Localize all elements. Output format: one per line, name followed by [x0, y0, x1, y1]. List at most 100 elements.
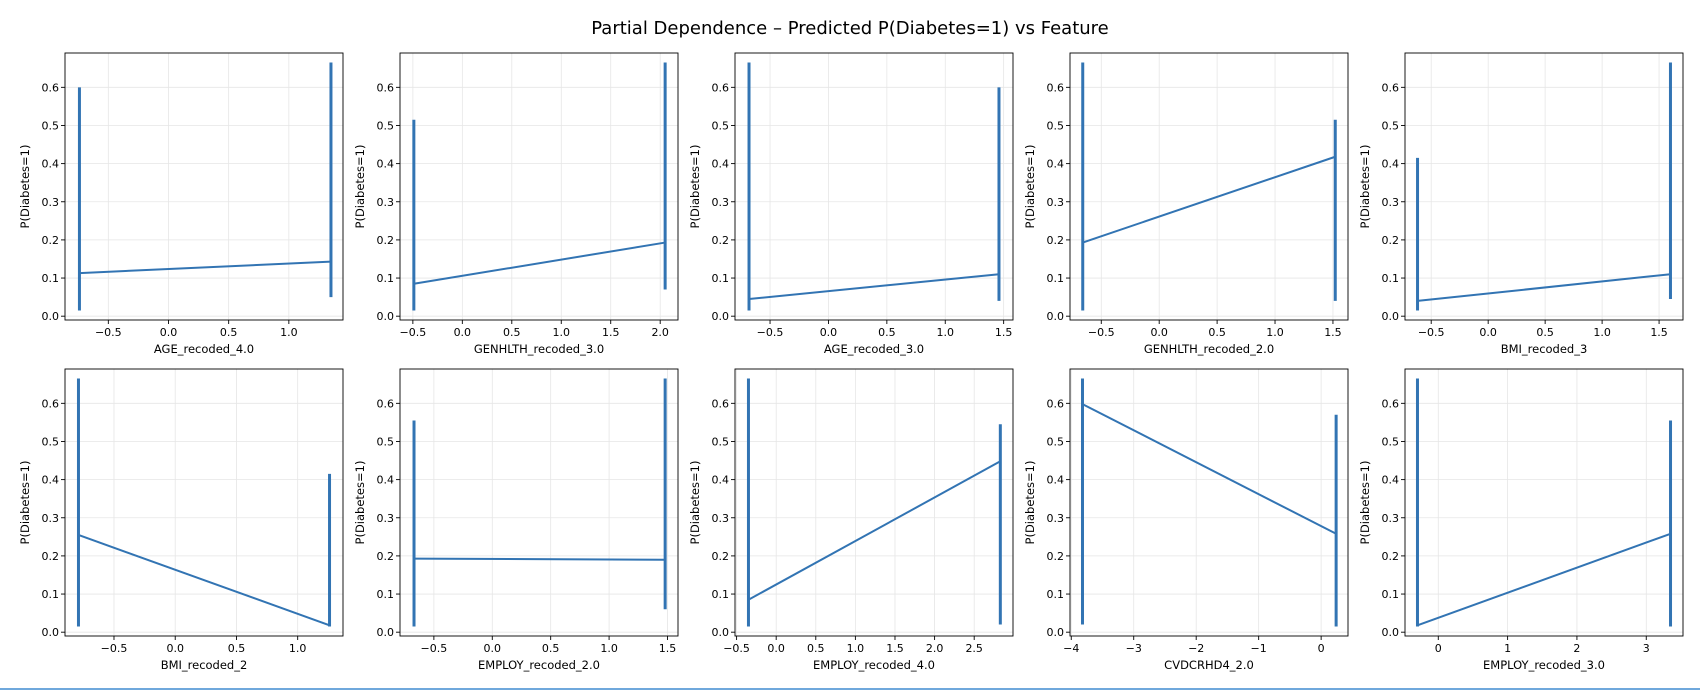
y-tick-label: 0.3 — [1382, 196, 1400, 209]
x-tick-label: −1 — [1251, 642, 1267, 655]
subplot-3: −0.5 0.0 0.5 1.0 1.5 0.0 0.1 0.2 0.3 0.4 0.5 0.6 AGE… — [688, 52, 1014, 356]
x-tick-label: 0.5 — [878, 326, 896, 339]
x-tick-label: 3 — [1643, 642, 1650, 655]
y-tick-label: 0.0 — [1382, 626, 1400, 639]
y-tick-label: 0.1 — [377, 272, 395, 285]
y-tick-label: 0.1 — [1047, 588, 1065, 601]
y-tick-label: 0.5 — [1382, 435, 1400, 448]
y-axis-label: P(Diabetes=1) — [1358, 461, 1372, 545]
x-tick-label: 1.5 — [995, 326, 1013, 339]
y-tick-label: 0.1 — [1382, 588, 1400, 601]
y-tick-label: 0.2 — [1047, 234, 1065, 247]
x-axis-label: AGE_recoded_3.0 — [824, 342, 924, 356]
y-tick-label: 0.4 — [42, 474, 60, 487]
y-tick-label: 0.1 — [712, 588, 730, 601]
x-tick-label: 0.0 — [166, 642, 184, 655]
plot-frame — [734, 368, 1014, 637]
plot-frame — [399, 52, 679, 321]
y-tick-label: 0.4 — [1047, 474, 1065, 487]
x-tick-label: 0.0 — [820, 326, 838, 339]
x-tick-label: 1.0 — [1593, 326, 1611, 339]
y-tick-label: 0.2 — [712, 550, 730, 563]
x-tick-label: 1.5 — [602, 326, 620, 339]
plot-frame — [1069, 52, 1349, 321]
x-tick-label: 1.5 — [1650, 326, 1668, 339]
pdp-line — [1417, 273, 1671, 302]
plot-frame — [1404, 368, 1684, 637]
y-tick-label: 0.6 — [712, 397, 730, 410]
x-tick-label: −4 — [1063, 642, 1079, 655]
x-axis-label: GENHLTH_recoded_3.0 — [474, 342, 604, 356]
y-tick-label: 0.4 — [712, 474, 730, 487]
y-tick-label: 0.4 — [377, 474, 395, 487]
y-tick-label: 0.3 — [1382, 512, 1400, 525]
y-tick-label: 0.3 — [1047, 512, 1065, 525]
y-tick-label: 0.5 — [1382, 119, 1400, 132]
y-tick-label: 0.2 — [1047, 550, 1065, 563]
y-tick-label: 0.6 — [1382, 81, 1400, 94]
y-tick-label: 0.3 — [712, 196, 730, 209]
x-axis-label: AGE_recoded_4.0 — [154, 342, 254, 356]
x-tick-label: 0.0 — [160, 326, 178, 339]
y-tick-label: 0.5 — [712, 435, 730, 448]
pdp-line — [1082, 403, 1337, 535]
x-tick-label: 0.5 — [220, 326, 238, 339]
y-tick-label: 0.5 — [1047, 119, 1065, 132]
y-tick-label: 0.6 — [42, 397, 60, 410]
y-axis-label: P(Diabetes=1) — [353, 145, 367, 229]
x-tick-label: 0 — [1435, 642, 1442, 655]
pdp-line — [78, 533, 330, 627]
plot-frame — [1069, 368, 1349, 637]
subplot-7: −0.5 0.0 0.5 1.0 1.5 0.0 0.1 0.2 0.3 0.4 0.5 0.6 EMP… — [353, 368, 679, 672]
pdp-line — [79, 260, 332, 275]
y-axis-label: P(Diabetes=1) — [18, 461, 32, 545]
y-tick-label: 0.0 — [1382, 310, 1400, 323]
subplot-2: −0.5 0.0 0.5 1.0 1.5 2.0 0.0 0.1 0.2 0.3 0.4 0.5 0.6… — [353, 52, 679, 356]
x-tick-label: 0.0 — [1150, 326, 1168, 339]
x-tick-label: −0.5 — [1418, 326, 1445, 339]
y-tick-label: 0.6 — [1047, 81, 1065, 94]
x-tick-label: 0.0 — [484, 642, 502, 655]
y-axis-label: P(Diabetes=1) — [18, 145, 32, 229]
pdp-line — [1082, 155, 1336, 244]
pdp-line — [747, 460, 1001, 601]
x-tick-label: 2.0 — [651, 326, 669, 339]
y-tick-label: 0.4 — [712, 158, 730, 171]
y-tick-label: 0.2 — [377, 550, 395, 563]
y-tick-label: 0.1 — [377, 588, 395, 601]
x-tick-label: 0.5 — [542, 642, 560, 655]
x-tick-label: −0.5 — [1088, 326, 1115, 339]
x-axis-label: BMI_recoded_2 — [161, 658, 248, 672]
x-axis-label: BMI_recoded_3 — [1501, 342, 1588, 356]
y-tick-label: 0.0 — [42, 626, 60, 639]
y-tick-label: 0.3 — [712, 512, 730, 525]
x-tick-label: 1.0 — [1266, 326, 1284, 339]
y-tick-label: 0.2 — [1382, 550, 1400, 563]
subplot-5: −0.5 0.0 0.5 1.0 1.5 0.0 0.1 0.2 0.3 0.4 0.5 0.6 BMI… — [1358, 52, 1684, 356]
chart-title: Partial Dependence – Predicted P(Diabete… — [591, 18, 1109, 39]
pdp-line — [414, 557, 666, 561]
plot-frame — [399, 368, 679, 637]
y-tick-label: 0.6 — [712, 81, 730, 94]
x-tick-label: 0.5 — [228, 642, 246, 655]
x-tick-label: −0.5 — [400, 326, 427, 339]
x-tick-label: 0.5 — [1536, 326, 1554, 339]
y-tick-label: 0.2 — [377, 234, 395, 247]
x-axis-label: EMPLOY_recoded_2.0 — [478, 658, 600, 672]
plot-frame — [1404, 52, 1684, 321]
x-tick-label: 1 — [1504, 642, 1511, 655]
x-axis-label: GENHLTH_recoded_2.0 — [1144, 342, 1274, 356]
x-tick-label: 0 — [1318, 642, 1325, 655]
y-axis-label: P(Diabetes=1) — [353, 461, 367, 545]
y-tick-label: 0.0 — [377, 626, 395, 639]
x-tick-label: −2 — [1188, 642, 1204, 655]
y-tick-label: 0.3 — [377, 512, 395, 525]
y-tick-label: 0.4 — [1047, 158, 1065, 171]
y-axis-label: P(Diabetes=1) — [1023, 461, 1037, 545]
y-tick-label: 0.5 — [42, 435, 60, 448]
bottom-divider — [0, 688, 1700, 690]
x-tick-label: 2 — [1573, 642, 1580, 655]
x-tick-label: 1.0 — [280, 326, 298, 339]
y-tick-label: 0.3 — [1047, 196, 1065, 209]
